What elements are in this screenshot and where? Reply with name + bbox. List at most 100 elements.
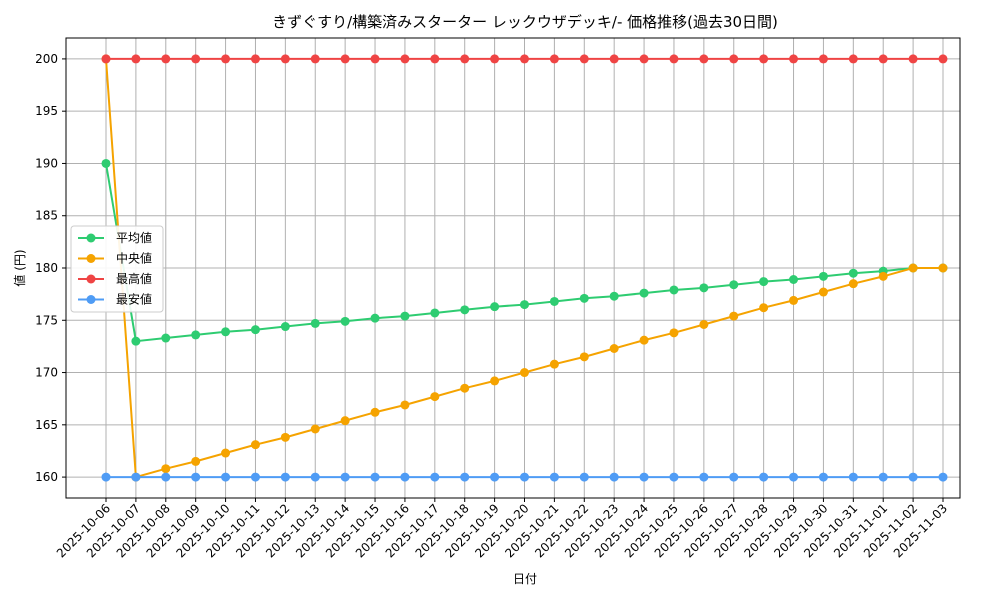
y-tick-label: 185: [35, 209, 58, 223]
data-point: [848, 472, 858, 482]
legend-item: 中央値: [78, 251, 152, 266]
data-point: [729, 311, 739, 321]
data-point: [818, 472, 828, 482]
data-point: [310, 318, 320, 328]
x-axis-label: 日付: [513, 572, 537, 586]
data-point: [639, 335, 649, 345]
data-point: [669, 285, 679, 295]
legend-item: 最高値: [78, 271, 152, 286]
data-point: [131, 336, 141, 346]
legend-swatch-marker: [86, 233, 96, 243]
data-point: [490, 376, 500, 386]
data-point: [370, 313, 380, 323]
data-point: [340, 472, 350, 482]
data-point: [699, 319, 709, 329]
data-point: [759, 303, 769, 313]
data-point: [669, 54, 679, 64]
data-point: [430, 472, 440, 482]
data-point: [161, 464, 171, 474]
data-point: [938, 472, 948, 482]
x-tick-labels: 2025-10-062025-10-072025-10-082025-10-09…: [54, 498, 950, 560]
data-point: [639, 54, 649, 64]
data-point: [280, 322, 290, 332]
data-point: [878, 472, 888, 482]
legend-label: 中央値: [116, 251, 152, 266]
data-point: [370, 407, 380, 417]
data-point: [430, 54, 440, 64]
data-point: [549, 296, 559, 306]
series-3: [101, 54, 948, 64]
data-point: [520, 368, 529, 378]
data-point: [878, 54, 888, 64]
data-point: [370, 472, 380, 482]
data-point: [131, 54, 141, 64]
data-point: [818, 271, 828, 281]
data-point: [848, 268, 858, 278]
data-point: [789, 295, 799, 305]
data-point: [460, 305, 470, 315]
data-point: [669, 472, 679, 482]
y-tick-labels: 160 165 170 175 180 185 190 195 200: [35, 52, 66, 484]
y-tick-label: 190: [35, 156, 58, 170]
data-point: [639, 472, 649, 482]
data-point: [131, 472, 141, 482]
data-point: [609, 291, 619, 301]
data-point: [789, 275, 799, 284]
data-point: [520, 472, 529, 482]
data-point: [938, 263, 948, 273]
data-point: [191, 54, 201, 64]
data-point: [848, 279, 858, 289]
data-point: [460, 472, 470, 482]
data-point: [340, 316, 350, 326]
data-point: [579, 293, 589, 303]
data-point: [609, 344, 619, 353]
data-point: [430, 308, 440, 318]
data-point: [310, 472, 320, 482]
data-point: [370, 54, 380, 64]
data-point: [250, 472, 260, 482]
data-point: [878, 271, 888, 281]
data-point: [579, 352, 589, 362]
data-point: [101, 472, 111, 482]
data-point: [161, 472, 171, 482]
data-point: [400, 472, 410, 482]
data-point: [579, 472, 589, 482]
data-point: [460, 54, 470, 64]
y-tick-label: 160: [35, 470, 58, 484]
data-point: [340, 416, 350, 426]
y-axis-label: 値 (円): [12, 249, 27, 286]
data-point: [549, 54, 559, 64]
y-tick-label: 170: [35, 366, 58, 380]
data-point: [908, 263, 918, 273]
data-point: [161, 54, 171, 64]
data-point: [221, 54, 231, 64]
data-point: [280, 54, 290, 64]
series-4: [101, 472, 948, 482]
data-point: [400, 400, 410, 410]
data-point: [549, 359, 559, 369]
data-point: [280, 432, 290, 442]
legend-label: 平均値: [116, 230, 152, 245]
data-point: [400, 311, 410, 321]
data-point: [191, 456, 201, 466]
data-point: [699, 54, 709, 64]
y-tick-label: 195: [35, 104, 58, 118]
data-point: [609, 54, 619, 64]
legend-item: 平均値: [78, 230, 152, 245]
data-point: [490, 302, 500, 312]
series-2: [101, 54, 948, 482]
grid: [66, 38, 960, 498]
data-point: [101, 54, 111, 64]
data-point: [161, 333, 171, 343]
data-point: [191, 330, 201, 340]
y-tick-label: 180: [35, 261, 58, 275]
y-tick-label: 165: [35, 418, 58, 432]
data-point: [250, 440, 260, 450]
data-point: [848, 54, 858, 64]
data-point: [938, 54, 948, 64]
data-point: [729, 54, 739, 64]
data-point: [908, 54, 918, 64]
legend-box: [70, 225, 164, 313]
